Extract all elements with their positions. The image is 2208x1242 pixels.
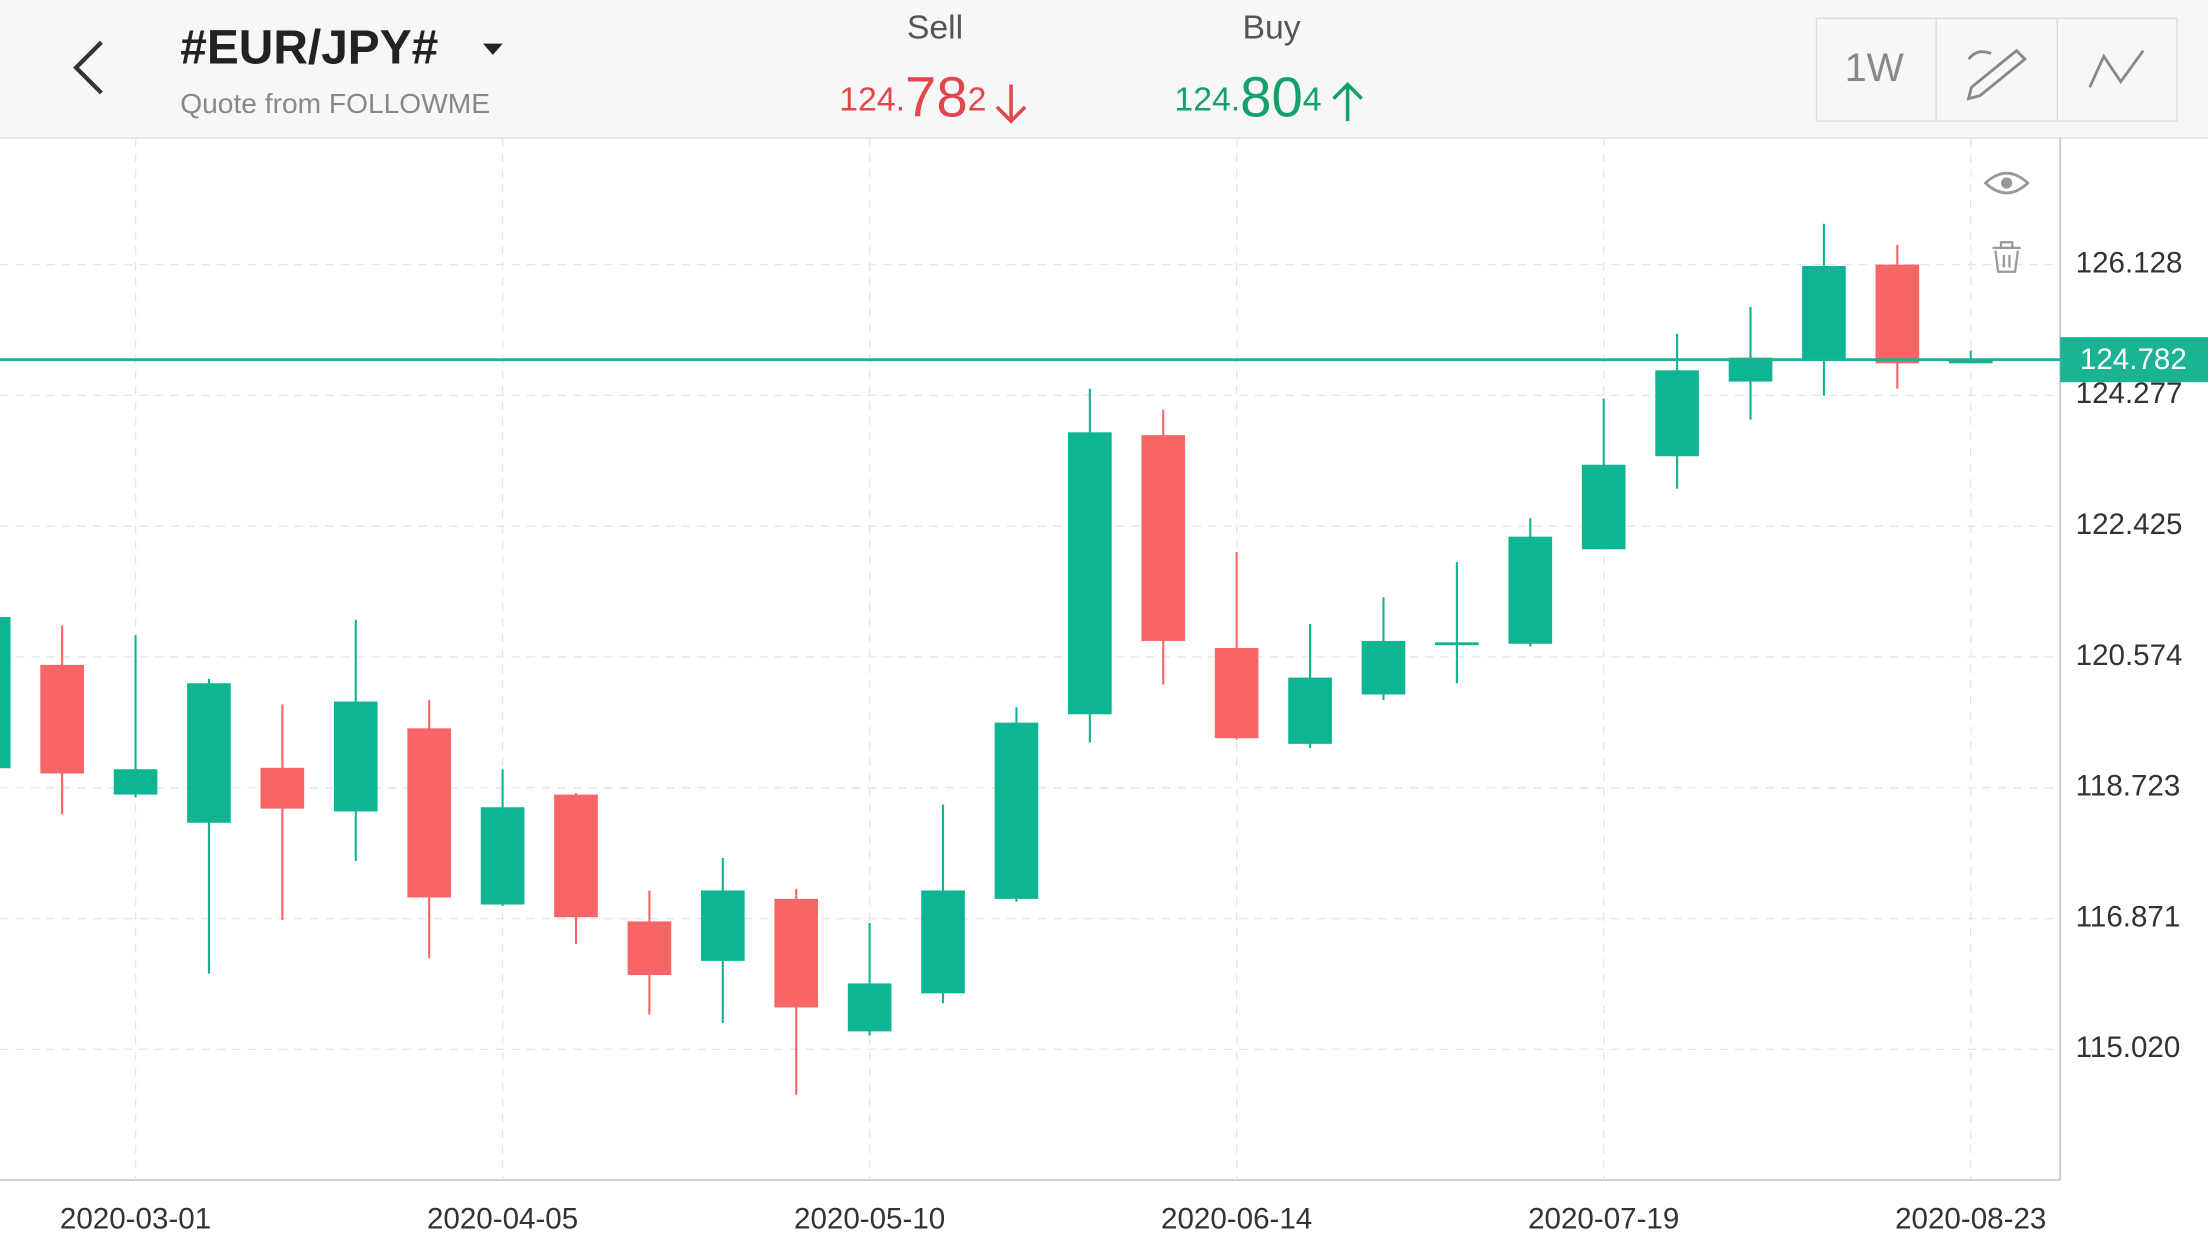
current-price-label: 124.782: [2080, 343, 2187, 376]
x-tick-label: 2020-04-05: [427, 1203, 578, 1236]
candle-body: [1435, 642, 1479, 646]
y-tick-label: 118.723: [2076, 770, 2181, 803]
period-button[interactable]: 1W: [1845, 46, 1905, 90]
candle-body: [1361, 640, 1406, 695]
delete-button[interactable]: [1992, 241, 2021, 273]
y-tick-label: 115.020: [2076, 1031, 2181, 1064]
visibility-button-dot: [2001, 177, 2013, 189]
draw-tool-button[interactable]: [1966, 48, 2028, 101]
current-price-tag: [2060, 337, 2208, 383]
x-tick-label: 2020-08-23: [1895, 1203, 2046, 1236]
candle-body: [333, 701, 378, 812]
buy-arrow: [1332, 82, 1363, 122]
buy-label: Buy: [1242, 8, 1300, 46]
candle-body: [260, 767, 305, 809]
indicator-button[interactable]: [2088, 49, 2145, 88]
candle-body: [1508, 536, 1553, 644]
candle-body: [994, 722, 1039, 899]
plot-area: [0, 138, 2061, 1181]
candle-body: [1581, 464, 1626, 550]
y-tick-label: 122.425: [2076, 508, 2183, 541]
toolbar: [1815, 17, 2178, 122]
candle-body: [774, 898, 819, 1008]
symbol-dropdown[interactable]: [483, 43, 503, 55]
y-tick-label: 120.574: [2076, 639, 2183, 672]
symbol-title[interactable]: #EUR/JPY#: [180, 21, 438, 74]
visibility-button[interactable]: [1983, 171, 2030, 195]
candle-body: [921, 890, 965, 994]
candle-body: [1068, 432, 1112, 715]
candle-body: [480, 807, 525, 905]
candle-body: [407, 728, 452, 898]
candle-body: [1728, 357, 1773, 382]
y-tick-label: 126.128: [2076, 246, 2183, 279]
candle-body: [40, 664, 84, 774]
candle-body: [1948, 359, 1993, 364]
candle-body: [187, 683, 231, 823]
candle-body: [1655, 370, 1699, 457]
candle-body: [554, 794, 598, 918]
candle-body: [1875, 264, 1920, 364]
x-tick-label: 2020-05-10: [794, 1203, 945, 1236]
back-button[interactable]: [73, 40, 103, 95]
x-tick-label: 2020-07-19: [1528, 1203, 1679, 1236]
y-tick-label: 124.277: [2076, 377, 2183, 410]
candle-body: [113, 769, 158, 795]
x-tick-label: 2020-06-14: [1161, 1203, 1312, 1236]
candle-body: [847, 983, 892, 1032]
candle-body: [700, 890, 745, 961]
candle-body: [0, 616, 11, 769]
candle-body: [1802, 266, 1846, 361]
candle-body: [1214, 647, 1259, 739]
x-tick-label: 2020-03-01: [60, 1203, 211, 1236]
candle-body: [1141, 435, 1186, 641]
y-tick-label: 116.871: [2076, 900, 2181, 933]
sell-price[interactable]: 124.782: [839, 65, 986, 128]
quote-source: Quote from FOLLOWME: [180, 88, 490, 119]
sell-arrow: [995, 84, 1027, 124]
candle-body: [627, 921, 672, 976]
sell-label: Sell: [907, 8, 963, 46]
buy-price[interactable]: 124.804: [1174, 65, 1321, 128]
candle-body: [1288, 677, 1332, 744]
